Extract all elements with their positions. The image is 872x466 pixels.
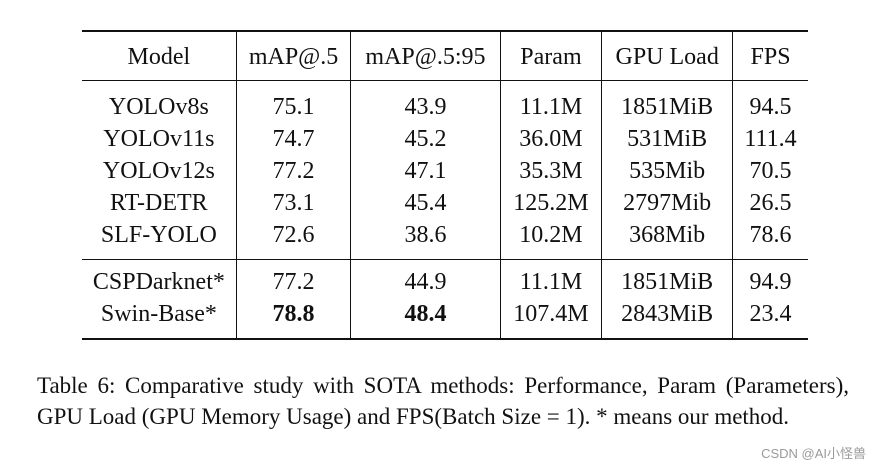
cell-fps: 94.5 bbox=[732, 80, 808, 123]
cell-fps: 78.6 bbox=[732, 219, 808, 260]
cell-map50-95: 44.9 bbox=[350, 259, 501, 298]
table-caption: Table 6: Comparative study with SOTA met… bbox=[37, 373, 849, 429]
table-header-row: Model mAP@.5 mAP@.5:95 Param GPU Load FP… bbox=[82, 31, 808, 81]
table-row: RT-DETR 73.1 45.4 125.2M 2797Mib 26.5 bbox=[82, 187, 808, 219]
table-row: SLF-YOLO 72.6 38.6 10.2M 368Mib 78.6 bbox=[82, 219, 808, 260]
cell-map50: 73.1 bbox=[235, 187, 351, 219]
cell-param: 125.2M bbox=[499, 187, 602, 219]
cell-fps: 94.9 bbox=[732, 259, 808, 298]
cell-fps: 26.5 bbox=[732, 187, 808, 219]
cell-gpu-load: 368Mib bbox=[601, 219, 733, 260]
cell-fps: 23.4 bbox=[732, 298, 808, 339]
header-param: Param bbox=[499, 31, 602, 81]
header-map50: mAP@.5 bbox=[235, 31, 351, 81]
cell-gpu-load: 1851MiB bbox=[601, 80, 733, 123]
cell-map50-95: 43.9 bbox=[350, 80, 501, 123]
header-map50-95: mAP@.5:95 bbox=[350, 31, 501, 81]
table-row: YOLOv11s 74.7 45.2 36.0M 531MiB 111.4 bbox=[82, 123, 808, 155]
our-methods-group: CSPDarknet* 77.2 44.9 11.1M 1851MiB 94.9… bbox=[82, 259, 808, 339]
cell-map50: 75.1 bbox=[235, 80, 351, 123]
baseline-methods-group: YOLOv8s 75.1 43.9 11.1M 1851MiB 94.5 YOL… bbox=[82, 80, 808, 260]
cell-map50-95: 45.4 bbox=[350, 187, 501, 219]
cell-map50-95-best: 48.4 bbox=[350, 298, 501, 339]
header-gpu-load: GPU Load bbox=[601, 31, 733, 81]
cell-model: YOLOv12s bbox=[102, 158, 215, 184]
header-fps: FPS bbox=[732, 31, 808, 81]
cell-map50-95: 38.6 bbox=[350, 219, 501, 260]
comparison-table: Model mAP@.5 mAP@.5:95 Param GPU Load FP… bbox=[82, 30, 808, 340]
cell-map50-95: 47.1 bbox=[350, 155, 501, 187]
cell-param: 11.1M bbox=[499, 80, 602, 123]
table-row: Swin-Base* 78.8 48.4 107.4M 2843MiB 23.4 bbox=[82, 298, 808, 339]
cell-gpu-load: 1851MiB bbox=[601, 259, 733, 298]
cell-fps: 70.5 bbox=[732, 155, 808, 187]
cell-fps: 111.4 bbox=[732, 123, 808, 155]
table-row: YOLOv8s 75.1 43.9 11.1M 1851MiB 94.5 bbox=[82, 80, 808, 123]
cell-model: CSPDarknet* bbox=[92, 269, 225, 295]
table-row: CSPDarknet* 77.2 44.9 11.1M 1851MiB 94.9 bbox=[82, 259, 808, 298]
cell-param: 36.0M bbox=[499, 123, 602, 155]
cell-gpu-load: 535Mib bbox=[601, 155, 733, 187]
cell-param: 11.1M bbox=[499, 259, 602, 298]
cell-model: SLF-YOLO bbox=[100, 222, 217, 248]
cell-map50: 72.6 bbox=[235, 219, 351, 260]
watermark: CSDN @AI小怪兽 bbox=[761, 446, 866, 461]
cell-model: YOLOv11s bbox=[103, 126, 215, 152]
cell-map50-best: 78.8 bbox=[235, 298, 351, 339]
cell-gpu-load: 2797Mib bbox=[601, 187, 733, 219]
cell-param: 10.2M bbox=[499, 219, 602, 260]
header-model: Model bbox=[127, 44, 191, 70]
cell-map50-95: 45.2 bbox=[350, 123, 501, 155]
cell-map50: 74.7 bbox=[235, 123, 351, 155]
cell-model: Swin-Base* bbox=[100, 301, 217, 327]
cell-param: 35.3M bbox=[499, 155, 602, 187]
cell-model: YOLOv8s bbox=[108, 94, 209, 120]
cell-param: 107.4M bbox=[499, 298, 602, 339]
cell-model: RT-DETR bbox=[110, 190, 208, 216]
cell-gpu-load: 531MiB bbox=[601, 123, 733, 155]
cell-gpu-load: 2843MiB bbox=[601, 298, 733, 339]
comparison-table-container: Model mAP@.5 mAP@.5:95 Param GPU Load FP… bbox=[82, 30, 808, 340]
cell-map50: 77.2 bbox=[235, 155, 351, 187]
table-row: YOLOv12s 77.2 47.1 35.3M 535Mib 70.5 bbox=[82, 155, 808, 187]
cell-map50: 77.2 bbox=[235, 259, 351, 298]
